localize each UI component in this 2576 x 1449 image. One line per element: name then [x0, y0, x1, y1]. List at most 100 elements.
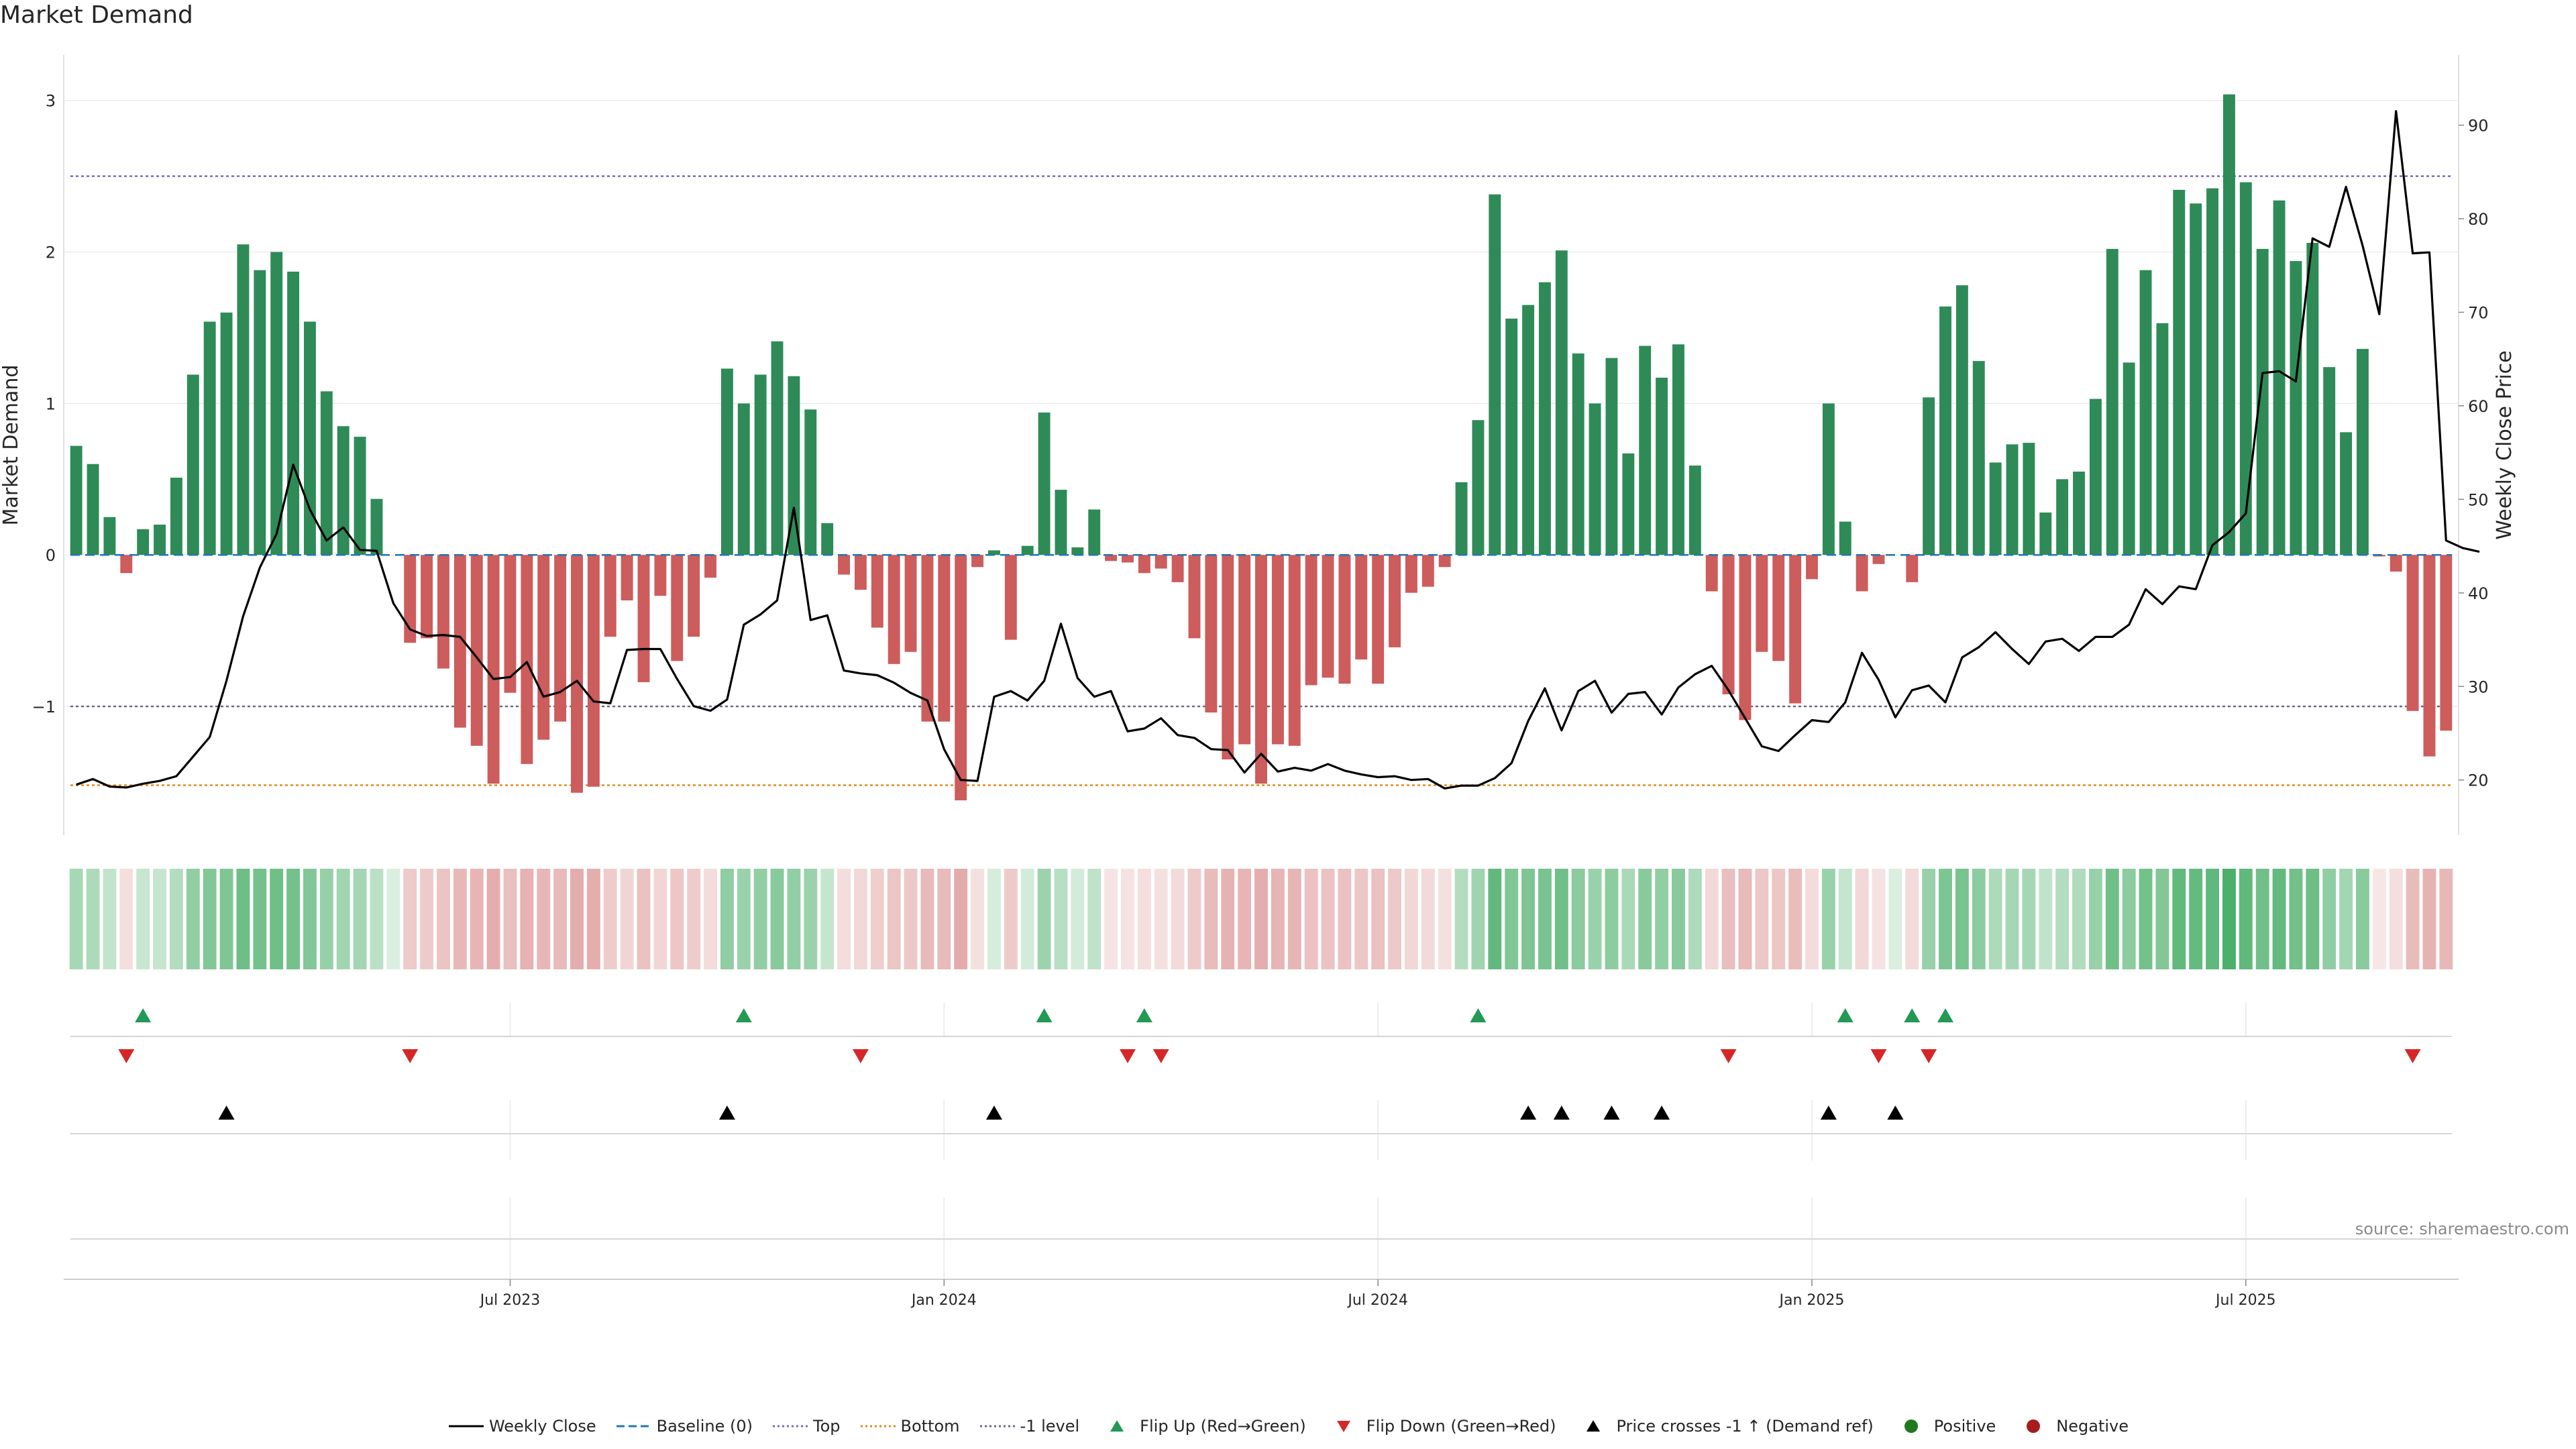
heat-strip-cell: [2272, 869, 2286, 969]
heat-strip-cell: [586, 869, 600, 969]
heat-strip-cell: [470, 869, 484, 969]
demand-bar: [2440, 555, 2453, 731]
demand-bar: [1672, 344, 1684, 555]
demand-bar: [1455, 482, 1468, 555]
heat-strip-cell: [2189, 869, 2203, 969]
demand-bar: [688, 555, 700, 637]
heat-strip-cell: [1488, 869, 1502, 969]
legend-symbol: [2027, 1419, 2041, 1433]
heat-strip-cell: [2122, 869, 2136, 969]
heat-strip-cell: [2222, 869, 2236, 969]
demand-bar: [1438, 555, 1451, 568]
legend-swatch: [616, 1425, 651, 1427]
heat-strip-cell: [69, 869, 83, 969]
demand-bar: [2323, 367, 2336, 555]
demand-bar: [337, 426, 350, 555]
flip-down-marker: [852, 1049, 869, 1063]
demand-bar: [955, 555, 967, 801]
heat-strip-cell: [753, 869, 767, 969]
heat-strip-cell: [704, 869, 717, 969]
price-cross-marker: [1553, 1106, 1570, 1120]
legend-swatch: [773, 1425, 808, 1427]
demand-bar: [1021, 545, 1034, 555]
heat-strip-cell: [236, 869, 250, 969]
heat-strip-cell: [1421, 869, 1435, 969]
heat-strip-cell: [1955, 869, 1969, 969]
heat-strip-cell: [1888, 869, 1902, 969]
heat-strip-cell: [2306, 869, 2320, 969]
y-axis-label-left: Market Demand: [0, 365, 23, 526]
demand-bar: [1789, 555, 1802, 704]
heat-strip-cell: [1404, 869, 1418, 969]
demand-bar: [237, 244, 250, 555]
heat-strip-cell: [1538, 869, 1552, 969]
y-tick-label-left: 1: [46, 394, 56, 413]
y-tick-label-right: 20: [2468, 771, 2489, 790]
demand-bar: [921, 555, 934, 722]
demand-bar: [838, 555, 851, 575]
heat-strip-cell: [887, 869, 901, 969]
demand-bar: [637, 555, 650, 682]
heat-strip-cell: [1872, 869, 1886, 969]
heat-strip-cell: [2356, 869, 2369, 969]
heat-strip-cell: [1137, 869, 1151, 969]
heat-strip-cell: [1688, 869, 1702, 969]
demand-bar: [154, 525, 166, 555]
demand-bar: [203, 321, 216, 555]
demand-bar: [1639, 345, 1652, 555]
legend-label: Negative: [2056, 1416, 2129, 1436]
demand-bar: [1389, 555, 1401, 647]
flip-down-marker: [118, 1049, 135, 1063]
heat-strip-cell: [1287, 869, 1301, 969]
demand-bar: [804, 409, 817, 555]
legend-swatch: [1904, 1419, 1918, 1433]
price-cross-marker: [985, 1106, 1002, 1120]
heat-strip-cell: [119, 869, 133, 969]
legend-symbol: [1336, 1420, 1350, 1432]
heat-strip-cell: [1755, 869, 1769, 969]
heat-strip-cell: [1554, 869, 1568, 969]
demand-bar: [1856, 555, 1868, 592]
heat-strip-cell: [720, 869, 734, 969]
demand-bar: [303, 321, 316, 555]
demand-bar: [1572, 353, 1585, 555]
legend: Weekly Close Baseline (0) Top Bottom -1 leve…: [0, 1415, 2576, 1436]
legend-symbol: [1587, 1419, 1601, 1432]
heat-strip-cell: [1521, 869, 1535, 969]
heat-strip-cell: [1187, 869, 1201, 969]
demand-bar: [1622, 453, 1635, 555]
legend-item: Top: [771, 1416, 841, 1436]
heat-strip-cell: [336, 869, 350, 969]
demand-bar: [470, 555, 483, 746]
demand-bar: [170, 478, 182, 555]
demand-bar: [2156, 323, 2169, 555]
heat-strip-cell: [1454, 869, 1468, 969]
demand-bar: [571, 555, 583, 793]
heat-strip-cell: [1271, 869, 1285, 969]
heat-strip-cell: [1004, 869, 1018, 969]
demand-bar: [1405, 555, 1417, 593]
heat-strip-cell: [937, 869, 951, 969]
heat-strip-cell: [253, 869, 267, 969]
demand-bar: [437, 555, 449, 669]
demand-bar: [2340, 432, 2353, 555]
heat-strip-cell: [520, 869, 534, 969]
heat-strip-cell: [153, 869, 166, 969]
heat-strip-cell: [1571, 869, 1585, 969]
legend-item: Positive: [1892, 1416, 1996, 1436]
heat-strip-cell: [1821, 869, 1835, 969]
flip-down-marker: [1921, 1049, 1937, 1063]
heat-strip-cell: [1988, 869, 2002, 969]
heat-strip-cell: [203, 869, 217, 969]
heat-strip-cell: [820, 869, 835, 969]
y-tick-label-left: 3: [46, 92, 56, 111]
heat-strip-cell: [1104, 869, 1118, 969]
demand-bar: [654, 555, 667, 596]
demand-bar: [1756, 555, 1768, 652]
heat-strip-cell: [1838, 869, 1852, 969]
legend-item: -1 level: [979, 1416, 1079, 1436]
x-tick-label: Jan 2025: [1778, 1292, 1845, 1309]
price-cross-marker: [718, 1106, 735, 1120]
heat-strip-cell: [2172, 869, 2186, 969]
demand-bar: [2039, 512, 2052, 555]
